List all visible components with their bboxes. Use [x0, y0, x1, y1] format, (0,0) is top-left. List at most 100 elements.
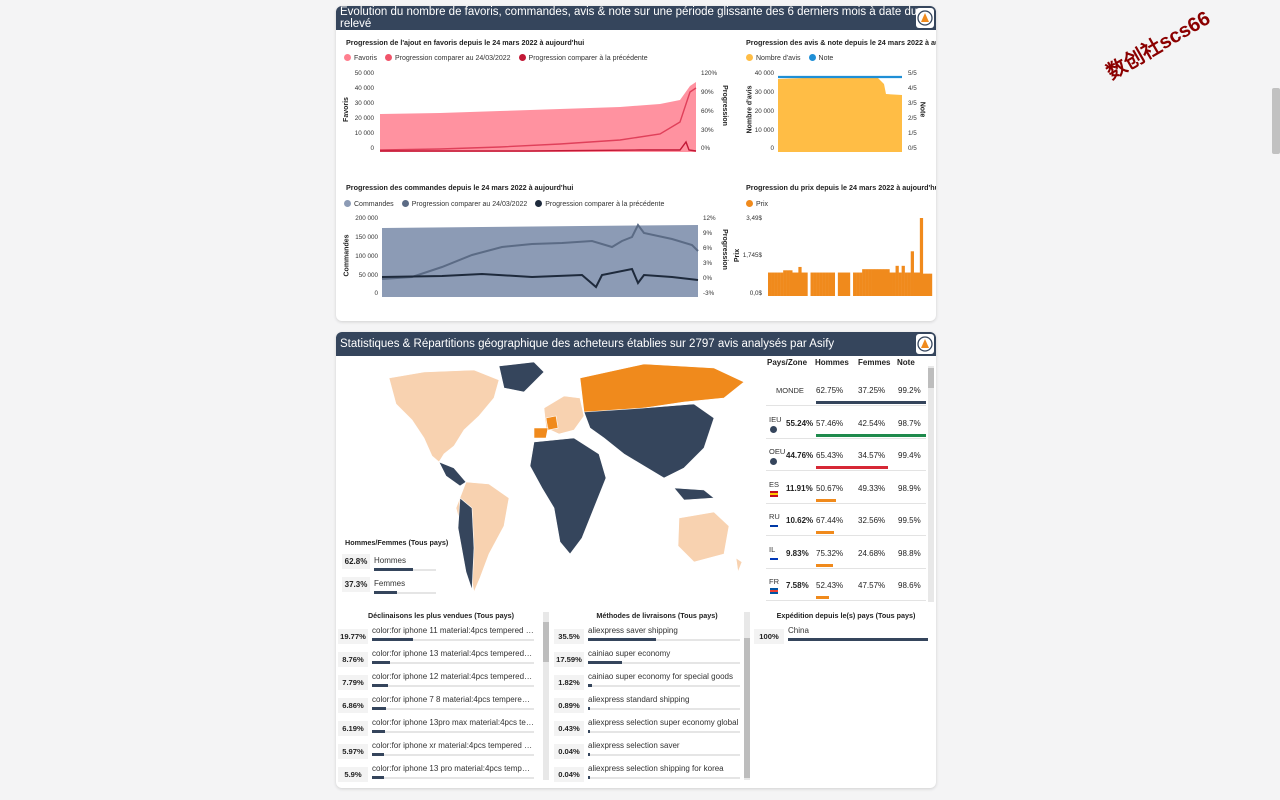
list-item[interactable]: 1.82% cainiao super economy for special g…: [554, 669, 744, 692]
statistics-panel: Statistiques & Répartitions géographique…: [336, 332, 936, 788]
world-map[interactable]: [384, 358, 749, 598]
legend-item[interactable]: Nombre d'avis: [746, 54, 801, 62]
item-label: color:for iphone 11 material:4pcs temper…: [372, 626, 534, 635]
list-item[interactable]: 19.77% color:for iphone 11 material:4pcs …: [338, 623, 538, 646]
list-item[interactable]: 0.43% aliexpress selection super economy …: [554, 715, 744, 738]
item-bar: [372, 730, 385, 733]
prix-chart-title: Progression du prix depuis le 24 mars 20…: [746, 183, 936, 192]
y2-tick: -3%: [703, 290, 715, 297]
map-spain: [533, 427, 549, 439]
country-bar: [816, 563, 833, 567]
scrollbar-thumb[interactable]: [543, 622, 549, 662]
prix-bar: [819, 272, 823, 296]
y2-tick: 5/5: [908, 70, 917, 77]
prix-bar: [880, 269, 884, 296]
evolution-panel: Évolution du nombre de favoris, commande…: [336, 6, 936, 321]
legend-item[interactable]: Prix: [746, 200, 768, 208]
item-pct: 5.9%: [338, 767, 368, 782]
country-row[interactable]: IEU 55.24% 57.46% 42.54% 98.7%: [766, 407, 926, 439]
prix-bar: [780, 272, 784, 296]
shipping-scrollbar[interactable]: [744, 612, 750, 780]
commandes-ylabel: Commandes: [343, 234, 351, 277]
country-row[interactable]: RU 10.62% 67.44% 32.56% 99.5%: [766, 504, 926, 536]
list-item[interactable]: 8.76% color:for iphone 13 material:4pcs t…: [338, 646, 538, 669]
item-track: [588, 639, 740, 641]
y-tick: 0,0$: [749, 290, 762, 297]
y-tick: 10 000: [754, 127, 774, 134]
note-value: 98.6%: [898, 581, 921, 590]
list-item[interactable]: 7.79% color:for iphone 12 material:4pcs t…: [338, 669, 538, 692]
legend-item[interactable]: Progression comparer au 24/03/2022: [401, 200, 527, 208]
commandes-chart: [381, 223, 699, 297]
y2-tick: 90%: [701, 89, 714, 96]
item-track: [588, 708, 740, 710]
variants-title: Déclinaisons les plus vendues (Tous pays…: [367, 611, 515, 620]
scrollbar-thumb[interactable]: [744, 638, 750, 778]
list-item[interactable]: 100% China: [754, 623, 932, 646]
prix-bar: [895, 265, 899, 296]
y2-tick: 3%: [703, 260, 713, 267]
country-row[interactable]: IL 9.83% 75.32% 24.68% 98.8%: [766, 537, 926, 569]
col-note: Note: [897, 358, 915, 367]
progression-precedente-line: [380, 140, 697, 152]
variants-scrollbar[interactable]: [543, 612, 549, 780]
item-bar: [588, 684, 592, 687]
y-tick: 0: [770, 145, 774, 152]
list-item[interactable]: 5.97% color:for iphone xr material:4pcs t…: [338, 738, 538, 761]
men-value: 52.43%: [816, 581, 844, 590]
prix-bar: [798, 266, 802, 296]
map-central-america: [438, 461, 467, 487]
legend-item[interactable]: Progression comparer au 24/03/2022: [384, 54, 511, 62]
legend-item[interactable]: Progression comparer à la précédente: [518, 54, 648, 62]
map-africa: [529, 437, 607, 555]
asify-logo: [916, 334, 934, 354]
list-item[interactable]: 6.19% color:for iphone 13pro max material…: [338, 715, 538, 738]
avis-y2label: Note: [918, 101, 926, 118]
legend-item[interactable]: Note: [808, 54, 833, 62]
list-item[interactable]: 0.89% aliexpress standard shipping: [554, 692, 744, 715]
country-code: OEU: [769, 447, 786, 456]
commandes-legend: Commandes Progression comparer au 24/03/…: [344, 200, 664, 208]
list-item[interactable]: 35.5% aliexpress saver shipping: [554, 623, 744, 646]
item-track: [372, 731, 534, 733]
list-item[interactable]: 0.04% aliexpress selection saver: [554, 738, 744, 761]
page-scrollbar[interactable]: [1272, 88, 1280, 154]
avis-legend: Nombre d'avis Note: [746, 54, 833, 62]
prix-bar: [865, 269, 869, 296]
country-share: 55.24%: [786, 418, 814, 428]
item-pct: 5.97%: [338, 744, 368, 759]
country-bar: [816, 466, 888, 469]
country-share: 7.58%: [786, 581, 809, 590]
list-item[interactable]: 0.04% aliexpress selection shipping for k…: [554, 761, 744, 784]
list-item[interactable]: 6.86% color:for iphone 7 8 material:4pcs …: [338, 692, 538, 715]
country-row[interactable]: MONDE 62.75% 37.25% 99.2%: [766, 374, 926, 406]
country-row[interactable]: ES 11.91% 50.67% 49.33% 98.9%: [766, 472, 926, 504]
item-label: aliexpress selection saver: [588, 741, 680, 750]
country-code: IL: [769, 544, 776, 554]
country-row[interactable]: OEU 44.76% 65.43% 34.57% 99.4%: [766, 439, 926, 471]
col-pays: Pays/Zone: [767, 358, 808, 367]
prix-bar: [916, 272, 921, 296]
country-table-scrollbar[interactable]: [928, 366, 934, 602]
scrollbar-thumb[interactable]: [928, 368, 934, 388]
prix-bar: [792, 272, 796, 296]
legend-item[interactable]: Favoris: [344, 54, 377, 62]
avis-chart: [778, 75, 902, 152]
legend-item[interactable]: Progression comparer à la précédente: [535, 200, 664, 208]
country-row[interactable]: FR 7.58% 52.43% 47.57% 98.6%: [766, 569, 926, 601]
legend-item[interactable]: Commandes: [344, 200, 394, 208]
list-item[interactable]: 5.9% color:for iphone 13 pro material:4pc…: [338, 761, 538, 784]
progression-precedente-line: [381, 267, 699, 289]
y2-tick: 2/5: [908, 115, 917, 122]
item-track: [588, 731, 740, 733]
y-tick: 30 000: [754, 89, 774, 96]
prix-bar: [877, 269, 881, 296]
y2-tick: 60%: [701, 108, 714, 115]
favoris-legend: Favoris Progression comparer au 24/03/20…: [344, 54, 648, 62]
list-item[interactable]: 17.59% cainiao super economy: [554, 646, 744, 669]
prix-bar: [846, 272, 851, 296]
prix-bar: [837, 272, 842, 296]
progression-24-03-line: [381, 223, 699, 280]
y2-tick: 4/5: [908, 85, 917, 92]
prix-bar: [828, 272, 832, 296]
